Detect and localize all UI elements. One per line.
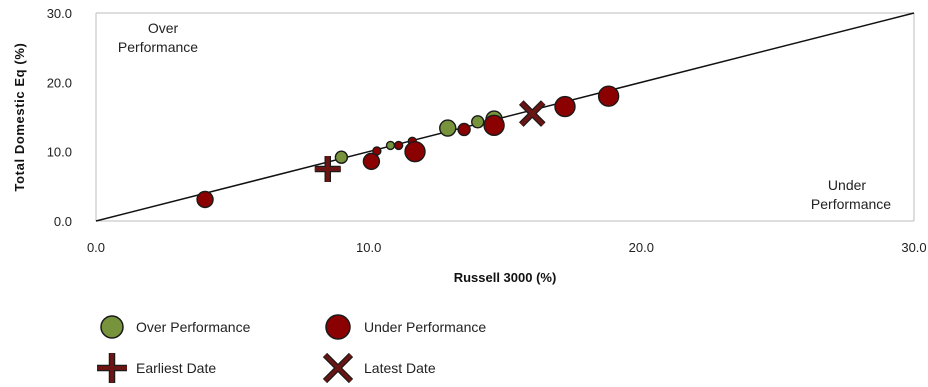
under-performance-point bbox=[404, 140, 426, 163]
region-label-under-line2: Performance bbox=[811, 196, 891, 212]
under-performance-point bbox=[597, 85, 620, 107]
under-performance-point bbox=[483, 114, 505, 137]
x-axis-title: Russell 3000 (%) bbox=[454, 270, 557, 285]
over-performance-point bbox=[385, 140, 396, 151]
region-label-over-line2: Performance bbox=[118, 39, 198, 55]
legend-swatch-under bbox=[325, 314, 351, 340]
region-label-under-line1: Under bbox=[828, 177, 866, 193]
under-performance-point bbox=[372, 146, 382, 156]
date-markers bbox=[314, 100, 546, 182]
legend-item-earliest-date: Earliest Date bbox=[97, 353, 216, 383]
x-tick-group: 0.0 10.0 20.0 30.0 bbox=[87, 240, 927, 255]
under-performance-point bbox=[457, 122, 471, 137]
x-tick-label: 0.0 bbox=[87, 240, 105, 255]
legend-swatch-latest-x bbox=[322, 352, 354, 384]
x-tick-label: 20.0 bbox=[629, 240, 654, 255]
plot-area: 0.0 10.0 20.0 30.0 0.0 10.0 20.0 30.0 bbox=[47, 6, 927, 255]
y-tick-label: 10.0 bbox=[47, 145, 72, 160]
legend-swatch-earliest-plus bbox=[97, 353, 127, 383]
reference-line bbox=[95, 12, 915, 222]
legend-item-over-performance: Over Performance bbox=[100, 315, 251, 339]
data-points bbox=[196, 85, 620, 209]
legend-label-over: Over Performance bbox=[136, 319, 251, 335]
legend-item-under-performance: Under Performance bbox=[325, 314, 486, 340]
y-tick-group: 0.0 10.0 20.0 30.0 bbox=[47, 6, 72, 229]
region-label-over-line1: Over bbox=[148, 20, 179, 36]
legend-swatch-over bbox=[100, 315, 124, 339]
under-performance-point bbox=[554, 95, 576, 118]
earliest-date-marker bbox=[314, 156, 341, 182]
under-performance-point bbox=[362, 152, 381, 171]
x-tick-label: 30.0 bbox=[901, 240, 926, 255]
over-performance-point bbox=[334, 150, 349, 164]
over-performance-point bbox=[471, 115, 485, 129]
legend-label-latest: Latest Date bbox=[364, 360, 436, 376]
legend: Over Performance Under Performance Earli… bbox=[97, 314, 486, 384]
y-tick-label: 30.0 bbox=[47, 6, 72, 21]
y-tick-label: 0.0 bbox=[54, 214, 72, 229]
under-performance-point bbox=[393, 140, 404, 151]
latest-date-marker bbox=[518, 100, 546, 127]
legend-label-earliest: Earliest Date bbox=[136, 360, 216, 376]
under-performance-point bbox=[196, 190, 214, 209]
legend-label-under: Under Performance bbox=[364, 319, 486, 335]
legend-item-latest-date: Latest Date bbox=[322, 352, 436, 384]
over-performance-point bbox=[439, 119, 457, 137]
y-tick-label: 20.0 bbox=[47, 75, 72, 90]
y-axis-title: Total Domestic Eq (%) bbox=[12, 43, 27, 192]
x-tick-label: 10.0 bbox=[356, 240, 381, 255]
